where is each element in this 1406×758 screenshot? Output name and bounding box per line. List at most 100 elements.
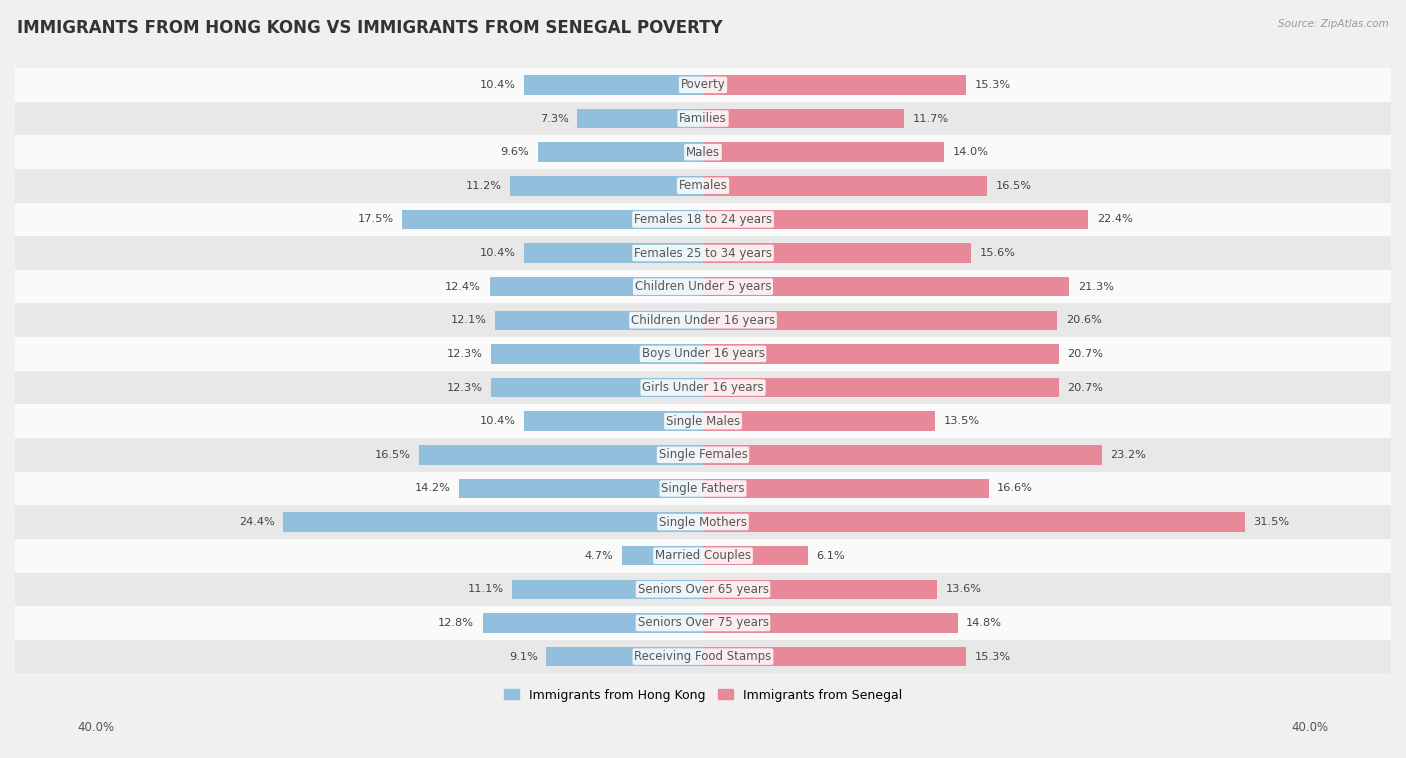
Bar <box>703 243 972 263</box>
Bar <box>538 143 703 162</box>
Text: 14.2%: 14.2% <box>415 484 450 493</box>
Text: 15.3%: 15.3% <box>974 652 1011 662</box>
Text: 14.0%: 14.0% <box>952 147 988 157</box>
Bar <box>15 371 1391 404</box>
Bar <box>703 210 1088 229</box>
Text: 4.7%: 4.7% <box>585 551 613 561</box>
Text: Source: ZipAtlas.com: Source: ZipAtlas.com <box>1278 19 1389 29</box>
Bar <box>703 613 957 633</box>
Text: 13.6%: 13.6% <box>945 584 981 594</box>
Text: Females 18 to 24 years: Females 18 to 24 years <box>634 213 772 226</box>
Text: 24.4%: 24.4% <box>239 517 274 527</box>
Text: 17.5%: 17.5% <box>357 215 394 224</box>
Text: Poverty: Poverty <box>681 78 725 92</box>
Text: 40.0%: 40.0% <box>77 721 114 735</box>
Bar <box>15 202 1391 236</box>
Bar <box>703 344 1059 364</box>
Text: 20.6%: 20.6% <box>1066 315 1102 325</box>
Bar <box>284 512 703 532</box>
Text: Boys Under 16 years: Boys Under 16 years <box>641 347 765 360</box>
Text: 22.4%: 22.4% <box>1097 215 1133 224</box>
Text: 20.7%: 20.7% <box>1067 383 1104 393</box>
Text: 9.6%: 9.6% <box>501 147 529 157</box>
Bar <box>703 143 943 162</box>
Bar <box>15 640 1391 673</box>
Text: Seniors Over 65 years: Seniors Over 65 years <box>637 583 769 596</box>
Text: 11.7%: 11.7% <box>912 114 949 124</box>
Text: 10.4%: 10.4% <box>479 416 516 426</box>
Bar <box>524 412 703 431</box>
Bar <box>15 169 1391 202</box>
Bar <box>703 108 904 128</box>
Bar <box>578 108 703 128</box>
Text: Children Under 16 years: Children Under 16 years <box>631 314 775 327</box>
Bar <box>419 445 703 465</box>
Text: Females 25 to 34 years: Females 25 to 34 years <box>634 246 772 259</box>
Bar <box>15 337 1391 371</box>
Bar <box>524 75 703 95</box>
Text: Single Males: Single Males <box>666 415 740 428</box>
Bar <box>492 377 703 397</box>
Bar <box>703 512 1244 532</box>
Bar <box>703 277 1070 296</box>
Text: 7.3%: 7.3% <box>540 114 569 124</box>
Bar <box>510 176 703 196</box>
Bar <box>703 580 936 599</box>
Text: 10.4%: 10.4% <box>479 248 516 258</box>
Text: Married Couples: Married Couples <box>655 550 751 562</box>
Bar <box>15 236 1391 270</box>
Text: 23.2%: 23.2% <box>1111 449 1146 460</box>
Text: IMMIGRANTS FROM HONG KONG VS IMMIGRANTS FROM SENEGAL POVERTY: IMMIGRANTS FROM HONG KONG VS IMMIGRANTS … <box>17 19 723 37</box>
Text: 20.7%: 20.7% <box>1067 349 1104 359</box>
Text: Families: Families <box>679 112 727 125</box>
Text: 15.3%: 15.3% <box>974 80 1011 90</box>
Text: 31.5%: 31.5% <box>1253 517 1289 527</box>
Bar <box>482 613 703 633</box>
Text: Single Fathers: Single Fathers <box>661 482 745 495</box>
Bar <box>512 580 703 599</box>
Text: 12.8%: 12.8% <box>439 618 474 628</box>
Text: 11.2%: 11.2% <box>465 180 502 191</box>
Bar <box>703 75 966 95</box>
Bar <box>703 445 1102 465</box>
Text: 16.5%: 16.5% <box>374 449 411 460</box>
Bar <box>15 136 1391 169</box>
Bar <box>703 412 935 431</box>
Text: 6.1%: 6.1% <box>817 551 845 561</box>
Bar <box>623 546 703 565</box>
Bar <box>402 210 703 229</box>
Bar <box>458 479 703 498</box>
Text: 11.1%: 11.1% <box>467 584 503 594</box>
Text: 12.3%: 12.3% <box>447 383 482 393</box>
Bar <box>524 243 703 263</box>
Text: 12.3%: 12.3% <box>447 349 482 359</box>
Bar <box>15 572 1391 606</box>
Legend: Immigrants from Hong Kong, Immigrants from Senegal: Immigrants from Hong Kong, Immigrants fr… <box>499 684 907 706</box>
Bar <box>15 102 1391 136</box>
Text: Males: Males <box>686 146 720 158</box>
Bar <box>489 277 703 296</box>
Text: 14.8%: 14.8% <box>966 618 1002 628</box>
Text: 12.4%: 12.4% <box>446 282 481 292</box>
Text: Seniors Over 75 years: Seniors Over 75 years <box>637 616 769 629</box>
Bar <box>15 438 1391 471</box>
Text: Single Females: Single Females <box>658 448 748 462</box>
Bar <box>15 506 1391 539</box>
Text: Single Mothers: Single Mothers <box>659 515 747 528</box>
Bar <box>15 404 1391 438</box>
Text: 9.1%: 9.1% <box>509 652 538 662</box>
Text: Females: Females <box>679 180 727 193</box>
Bar <box>703 377 1059 397</box>
Bar <box>15 539 1391 572</box>
Bar <box>15 68 1391 102</box>
Bar <box>703 176 987 196</box>
Text: Children Under 5 years: Children Under 5 years <box>634 280 772 293</box>
Bar <box>703 479 988 498</box>
Bar <box>15 606 1391 640</box>
Text: 13.5%: 13.5% <box>943 416 980 426</box>
Text: 21.3%: 21.3% <box>1078 282 1114 292</box>
Text: 15.6%: 15.6% <box>980 248 1017 258</box>
Bar <box>703 311 1057 330</box>
Bar <box>703 647 966 666</box>
Bar <box>15 270 1391 303</box>
